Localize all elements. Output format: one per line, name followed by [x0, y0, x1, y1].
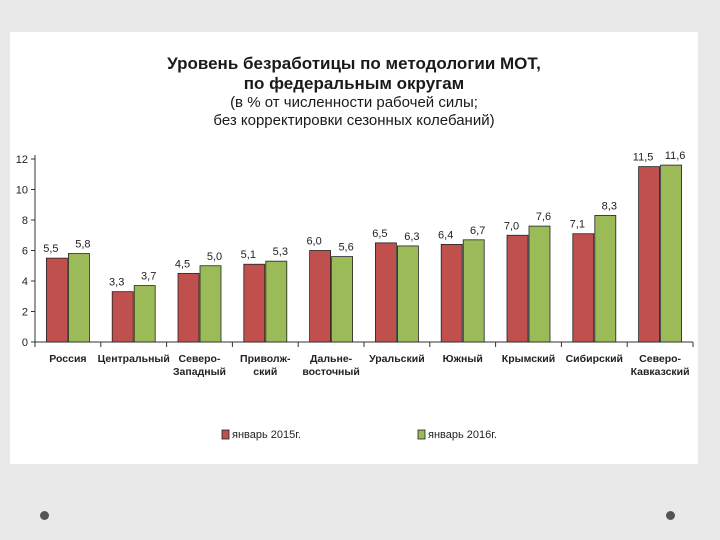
- data-label: 4,5: [175, 258, 190, 270]
- x-tick-label: Северо-: [179, 353, 221, 365]
- data-label: 3,3: [109, 277, 124, 289]
- x-tick-label: Россия: [49, 353, 86, 365]
- bar: [177, 272, 200, 343]
- data-label: 3,7: [141, 271, 156, 283]
- bar: [638, 166, 660, 343]
- bar-chart: 0 2 4 6 8 10 12 5,5 5,8 Россия 3,3 3,7 Центральный 4,…: [16, 150, 694, 441]
- x-tick-label: Западный: [173, 366, 226, 378]
- y-tick-label: 12: [16, 154, 28, 166]
- x-tick-label: Приволж-: [240, 353, 291, 365]
- chart-title-block: Уровень безработицы по методологии МОТ, …: [10, 54, 698, 130]
- data-label: 5,8: [75, 239, 90, 251]
- x-tick-label: Кавказский: [631, 366, 690, 378]
- bar: [46, 257, 68, 343]
- bar: [660, 164, 682, 343]
- x-tick-label: Дальне-: [310, 353, 353, 365]
- chart-title-line-2: по федеральным округам: [243, 74, 465, 93]
- data-label: 11,5: [633, 152, 654, 164]
- data-label: 7,1: [570, 219, 585, 231]
- chart-subtitle-line-2: без корректировки сезонных колебаний): [213, 112, 495, 129]
- y-tick-label: 0: [22, 337, 28, 349]
- bar: [506, 234, 529, 343]
- data-label: 6,0: [306, 236, 321, 248]
- data-label: 8,3: [602, 200, 617, 212]
- x-tick-label: Сибирский: [566, 353, 623, 365]
- data-label: 6,7: [470, 225, 485, 237]
- data-label: 11,6: [665, 150, 686, 162]
- bar: [199, 265, 222, 343]
- y-tick-label: 6: [22, 246, 28, 258]
- data-label: 5,0: [207, 251, 222, 263]
- data-label: 7,0: [504, 220, 519, 232]
- x-tick-label: Крымский: [502, 353, 555, 365]
- slide: Уровень безработицы по методологии МОТ, …: [10, 32, 698, 464]
- data-label: 7,6: [536, 211, 551, 223]
- bar: [594, 215, 617, 343]
- y-tick-label: 2: [22, 307, 28, 319]
- y-tick-label: 4: [22, 276, 28, 288]
- data-label: 6,5: [372, 228, 387, 240]
- x-tick-label: Южный: [443, 353, 483, 365]
- bar: [133, 285, 156, 343]
- bar: [68, 253, 90, 343]
- data-label: 5,3: [273, 246, 288, 258]
- x-tick-label: восточный: [302, 366, 359, 378]
- bar: [440, 243, 463, 343]
- legend-swatch: [417, 429, 426, 440]
- chart-subtitle-line-1: (в % от численности рабочей силы;: [230, 94, 478, 111]
- slide-decoration-dot-left: [40, 511, 49, 520]
- x-tick-label: Центральный: [98, 353, 170, 365]
- x-tick-label: Уральский: [369, 353, 425, 365]
- x-tick-label: Северо-: [639, 353, 681, 365]
- legend-swatch: [221, 429, 230, 440]
- bar: [111, 291, 134, 343]
- y-tick-label: 8: [22, 215, 28, 227]
- bar: [572, 233, 595, 343]
- legend-label: январь 2015г.: [232, 429, 301, 441]
- bar: [309, 250, 332, 343]
- bar: [331, 256, 354, 343]
- y-tick-label: 10: [16, 185, 28, 197]
- slide-decoration-dot-right: [666, 511, 675, 520]
- chart-title-line-1: Уровень безработицы по методологии МОТ,: [167, 54, 541, 73]
- x-tick-label: ский: [253, 366, 277, 378]
- bar: [243, 263, 266, 343]
- data-label: 6,3: [404, 231, 419, 243]
- bar: [396, 245, 419, 343]
- data-label: 6,4: [438, 229, 453, 241]
- data-label: 5,6: [338, 242, 353, 254]
- bar: [374, 242, 397, 343]
- legend-label: январь 2016г.: [428, 429, 497, 441]
- bar: [265, 260, 288, 343]
- bar: [462, 239, 485, 343]
- data-label: 5,1: [241, 249, 256, 261]
- bar: [528, 225, 551, 343]
- data-label: 5,5: [43, 243, 58, 255]
